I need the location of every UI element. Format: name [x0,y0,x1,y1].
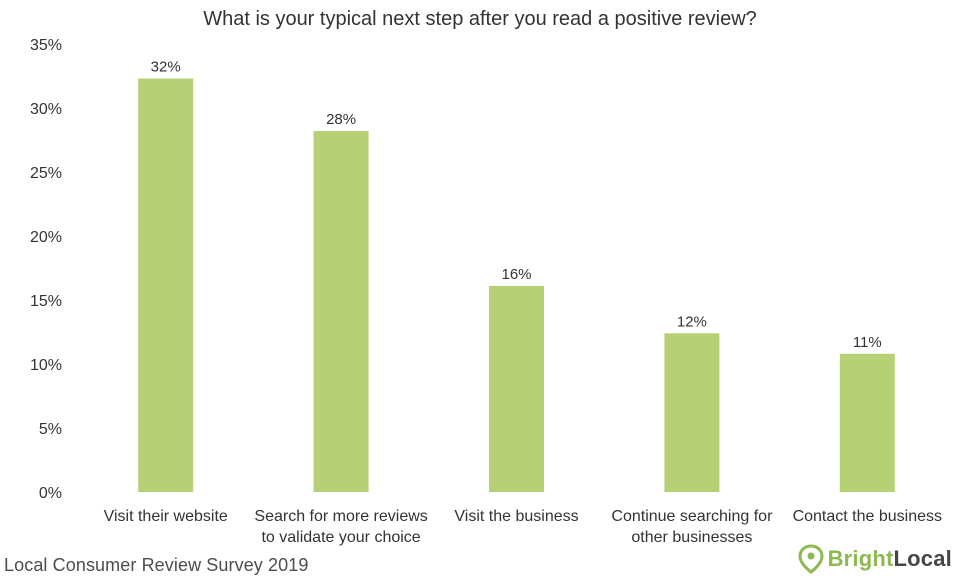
bars-group: 32% 28% 16% 12% 11% [138,59,895,493]
y-tick-label: 15% [30,293,62,310]
x-tick-label: to validate your choice [261,529,420,546]
bar-data-label: 32% [151,59,181,76]
bar-data-label: 11% [853,334,882,351]
y-axis: 0% 5% 10% 15% 20% 25% 30% 35% [30,37,62,502]
y-tick-label: 0% [39,485,62,502]
x-tick-label: Visit the business [454,508,578,525]
survey-source: Local Consumer Review Survey 2019 [4,555,309,575]
x-tick-label: Visit their website [104,508,228,525]
bar-data-label: 28% [326,111,356,128]
y-tick-label: 20% [30,229,62,246]
x-tick-label: Continue searching for [611,508,773,525]
brand-name-local: Local [893,546,952,571]
x-tick-label: other businesses [631,529,752,546]
bar [489,285,544,492]
bar-data-label: 12% [677,313,707,330]
brightlocal-logo: Bright Local [798,544,952,574]
y-tick-label: 35% [30,37,62,54]
bar [313,131,369,493]
bar [664,333,720,492]
y-tick-label: 25% [30,165,62,182]
x-tick-label: Contact the business [793,508,942,525]
map-pin-icon [798,544,824,574]
y-tick-label: 5% [39,421,62,438]
y-tick-label: 10% [30,357,62,374]
x-tick-label: Search for more reviews [254,508,427,525]
bar [839,353,895,492]
y-tick-label: 30% [30,101,62,118]
chart-title: What is your typical next step after you… [203,8,757,30]
bar-data-label: 16% [501,266,531,283]
brand-name-bright: Bright [827,546,894,571]
bar [138,78,194,492]
x-axis: Visit their website Search for more revie… [104,508,942,546]
